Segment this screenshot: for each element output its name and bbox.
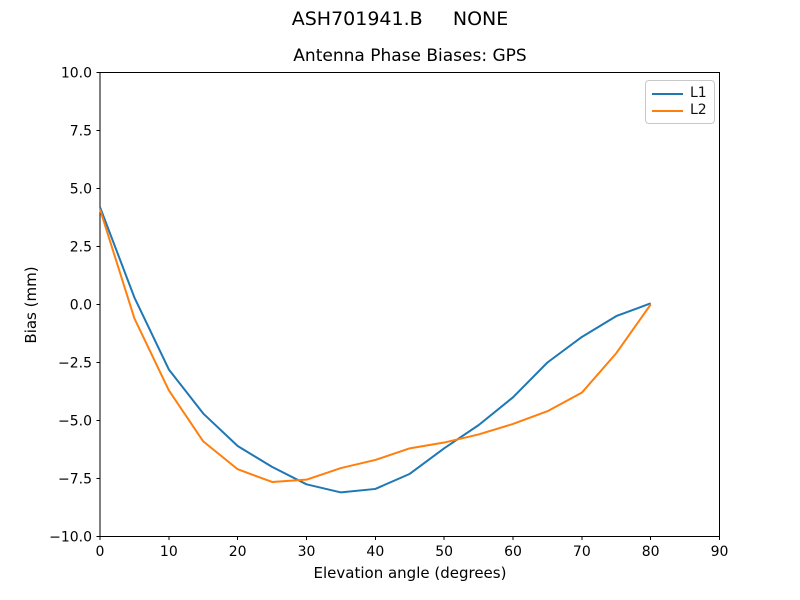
legend-item-l2: L2 — [652, 102, 714, 119]
x-tick-label: 80 — [642, 544, 660, 560]
x-tick-label: 90 — [711, 544, 729, 560]
y-tick-label: 0.0 — [70, 298, 92, 314]
y-tick-label: −2.5 — [58, 356, 92, 372]
chart-title: Antenna Phase Biases: GPS — [293, 46, 527, 66]
y-tick-label: 10.0 — [61, 66, 92, 82]
legend-label-l2: L2 — [690, 102, 707, 118]
x-tick-label: 70 — [573, 544, 591, 560]
y-tick-label: 2.5 — [70, 240, 92, 256]
legend-label-l1: L1 — [690, 85, 707, 101]
x-tick-label: 20 — [229, 544, 247, 560]
x-axis-label: Elevation angle (degrees) — [313, 564, 507, 582]
x-tick-label: 30 — [298, 544, 316, 560]
figure-suptitle: ASH701941.B NONE — [291, 8, 509, 30]
x-tick-label: 50 — [435, 544, 453, 560]
series-line-l2 — [99, 209, 652, 483]
l1-line-sample-icon — [652, 92, 683, 95]
series-line-l1 — [99, 206, 652, 494]
y-tick-label: 5.0 — [70, 182, 92, 198]
y-tick-label: 7.5 — [70, 124, 92, 140]
y-axis-label: Bias (mm) — [22, 266, 40, 344]
x-tick-label: 40 — [366, 544, 384, 560]
x-tick-label: 60 — [504, 544, 522, 560]
legend-item-l1: L1 — [652, 85, 714, 102]
l2-line-sample-icon — [652, 109, 683, 112]
y-tick-label: −5.0 — [58, 414, 92, 430]
x-tick-label: 10 — [160, 544, 178, 560]
legend: L1 L2 — [645, 80, 715, 124]
plot-frame — [99, 72, 720, 537]
x-tick-label: 0 — [96, 544, 105, 560]
y-tick-label: −10.0 — [49, 530, 92, 546]
y-tick-label: −7.5 — [58, 472, 92, 488]
